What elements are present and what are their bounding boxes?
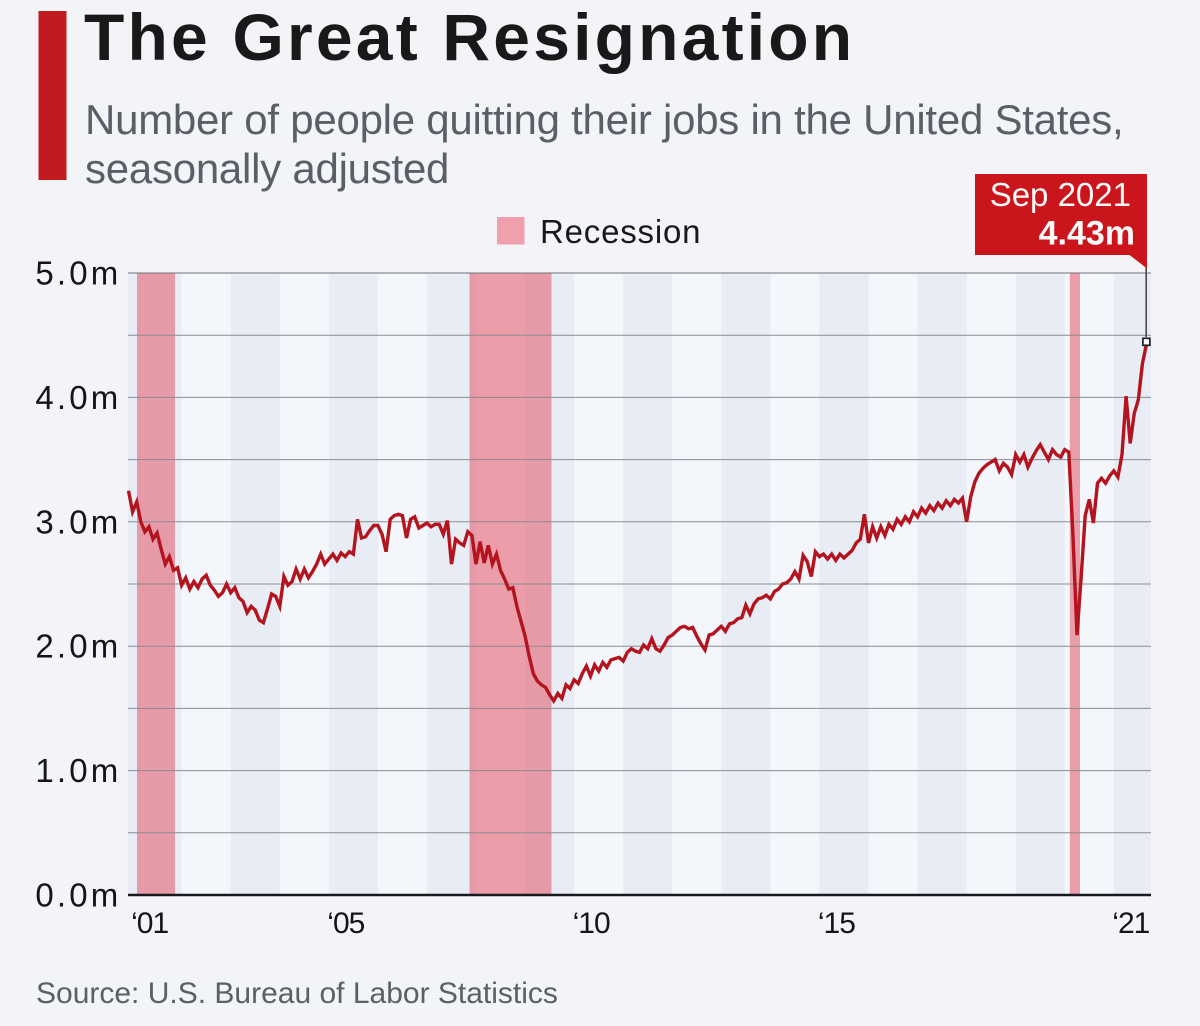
svg-text:‘05: ‘05: [327, 907, 364, 940]
svg-text:‘15: ‘15: [818, 907, 855, 940]
svg-text:Number of people quitting thei: Number of people quitting their jobs in …: [85, 96, 1123, 143]
svg-text:0.0m: 0.0m: [35, 877, 121, 914]
svg-text:Source: U.S. Bureau of Labor S: Source: U.S. Bureau of Labor Statistics: [36, 977, 558, 1010]
svg-text:‘10: ‘10: [573, 907, 610, 940]
svg-text:The Great Resignation: The Great Resignation: [84, 0, 855, 74]
svg-text:seasonally adjusted: seasonally adjusted: [85, 145, 449, 192]
svg-text:3.0m: 3.0m: [35, 503, 121, 540]
svg-text:Recession: Recession: [540, 213, 701, 250]
svg-text:4.43m: 4.43m: [1039, 215, 1135, 253]
svg-text:5.0m: 5.0m: [35, 255, 121, 292]
svg-text:Sep 2021: Sep 2021: [990, 176, 1131, 213]
svg-text:‘21: ‘21: [1112, 907, 1149, 940]
svg-text:1.0m: 1.0m: [35, 752, 121, 789]
svg-text:4.0m: 4.0m: [35, 379, 121, 416]
svg-text:‘01: ‘01: [131, 907, 168, 940]
svg-text:2.0m: 2.0m: [35, 628, 121, 665]
